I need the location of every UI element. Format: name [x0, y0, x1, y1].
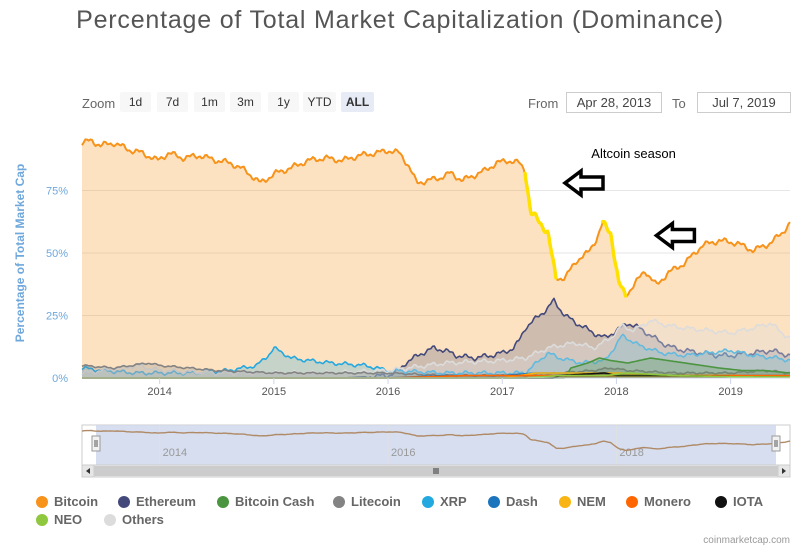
legend-label: Ethereum — [136, 494, 196, 509]
zoom-1y-button[interactable]: 1y — [268, 92, 299, 112]
handle-grip-icon — [771, 435, 781, 452]
highlight-segment-1 — [523, 171, 558, 280]
zoom-label: Zoom — [82, 96, 116, 111]
legend: Bitcoin Ethereum Bitcoin Cash Litecoin X… — [0, 490, 800, 530]
zoom-3m-button[interactable]: 3m — [230, 92, 261, 112]
navigator-selection — [96, 425, 776, 465]
legend-label: NEM — [577, 494, 606, 509]
from-label: From — [528, 96, 559, 111]
area-xrp — [82, 334, 790, 378]
legend-label: Monero — [644, 494, 691, 509]
y-tick-label: 75% — [46, 186, 68, 198]
line-others — [81, 318, 791, 377]
credit-link[interactable]: coinmarketcap.com — [703, 535, 790, 546]
handle-grip-icon — [91, 435, 101, 452]
y-axis-title: Percentage of Total Market Cap — [13, 164, 27, 343]
navigator-tick-label: 2016 — [391, 447, 415, 459]
zoom-1d-button[interactable]: 1d — [120, 92, 151, 112]
highlight-segments — [523, 171, 628, 298]
area-others — [82, 319, 790, 378]
area-neo — [82, 373, 790, 378]
legend-label: Litecoin — [351, 494, 401, 509]
legend-label: NEO — [54, 512, 83, 527]
zoom-7d-button[interactable]: 7d — [157, 92, 188, 112]
navigator-tick-label: 2018 — [619, 447, 643, 459]
litecoin-dot-icon — [333, 496, 345, 508]
x-tick-label: 2017 — [490, 386, 514, 398]
altcoin-season-annotation: Altcoin season — [591, 146, 676, 161]
legend-label: Bitcoin — [54, 494, 99, 509]
zoom-ytd-button[interactable]: YTD — [303, 92, 336, 112]
xrp-dot-icon — [422, 496, 434, 508]
navigator-series-line — [81, 429, 791, 452]
scroll-right-arrow-icon — [782, 468, 786, 474]
navigator[interactable]: 2014 2016 2018 — [81, 424, 791, 478]
x-tick-label: 2019 — [718, 386, 742, 398]
navigator-tick-label: 2014 — [163, 447, 187, 459]
navigator-right-handle[interactable] — [771, 435, 781, 452]
others-dot-icon — [104, 514, 116, 526]
navigator-scrollbar[interactable] — [81, 464, 791, 478]
area-bitcoin — [82, 139, 790, 378]
legend-label: XRP — [440, 494, 467, 509]
left-arrow-icon — [653, 220, 697, 251]
neo-dot-icon — [36, 514, 48, 526]
area-ethereum — [82, 298, 790, 378]
y-tick-label: 0% — [52, 373, 68, 385]
left-arrow-icon — [562, 167, 605, 199]
x-tick-label: 2014 — [147, 386, 171, 398]
x-tick-label: 2015 — [262, 386, 286, 398]
nem-dot-icon — [559, 496, 571, 508]
ethereum-dot-icon — [118, 496, 130, 508]
monero-dot-icon — [626, 496, 638, 508]
to-label: To — [672, 96, 686, 111]
legend-label: Bitcoin Cash — [235, 494, 315, 509]
to-date-input[interactable] — [697, 92, 791, 113]
y-tick-label: 25% — [46, 311, 68, 323]
iota-dot-icon — [715, 496, 727, 508]
scroll-left-arrow-icon — [86, 468, 90, 474]
zoom-1m-button[interactable]: 1m — [194, 92, 225, 112]
area-iota — [82, 373, 790, 378]
x-axis: 2014 2015 2016 2017 2018 2019 — [82, 377, 790, 398]
dominance-chart: Altcoin season 0%25%50%75% 2014 2015 2016 2… — [13, 138, 791, 478]
dash-dot-icon — [488, 496, 500, 508]
x-tick-label: 2016 — [376, 386, 400, 398]
navigator-left-handle[interactable] — [91, 435, 101, 452]
bitcoin-cash-dot-icon — [217, 496, 229, 508]
y-tick-label: 50% — [46, 248, 68, 260]
x-tick-label: 2018 — [604, 386, 628, 398]
annotation-arrows — [562, 167, 697, 251]
highlight-segment-2 — [600, 219, 628, 298]
page-title: Percentage of Total Market Capitalizatio… — [76, 6, 724, 34]
from-date-input[interactable] — [566, 92, 662, 113]
legend-label: IOTA — [733, 494, 764, 509]
bitcoin-dot-icon — [36, 496, 48, 508]
y-axis: 0% 25% 50% 75% — [46, 186, 68, 386]
line-bitcoin — [81, 138, 791, 298]
zoom-all-button[interactable]: ALL — [341, 92, 374, 112]
legend-label: Others — [122, 512, 164, 527]
legend-label: Dash — [506, 494, 538, 509]
